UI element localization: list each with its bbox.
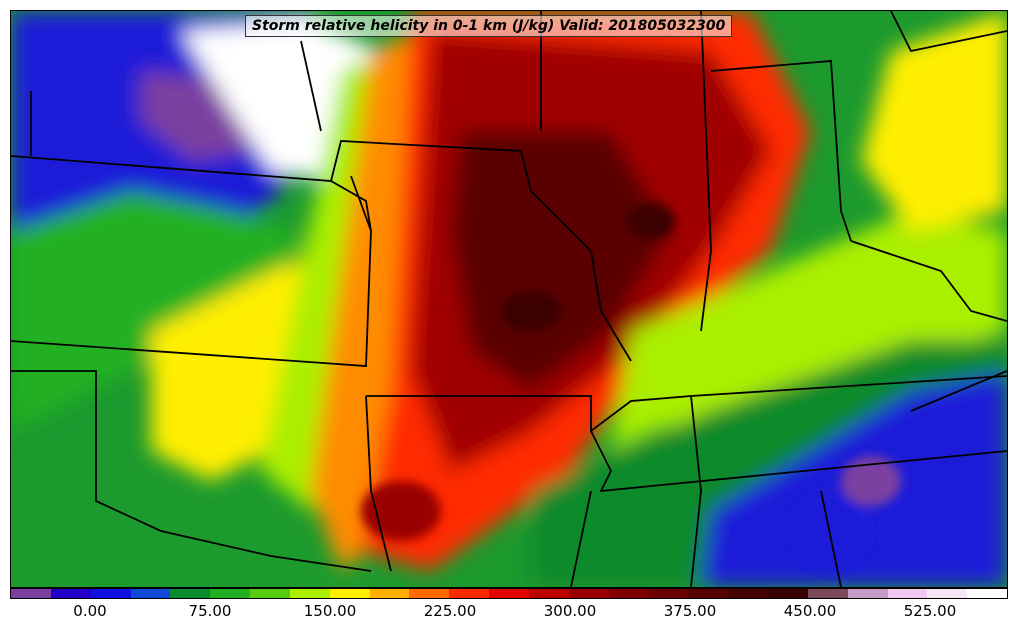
colorbar-segment — [369, 589, 410, 598]
colorbar-tick-label: 375.00 — [663, 602, 717, 620]
colorbar-segment — [807, 589, 848, 598]
colorbar-segment — [289, 589, 330, 598]
colorbar-segment — [688, 589, 729, 598]
colorbar-tick-label: 75.00 — [188, 602, 232, 620]
colorbar-segment — [608, 589, 649, 598]
colorbar-segment — [768, 589, 808, 598]
yellow-green-east — [611, 211, 1007, 451]
colorbar-tick-label: 225.00 — [423, 602, 477, 620]
colorbar-segment — [728, 589, 769, 598]
colorbar-segment — [887, 589, 928, 598]
colorbar-tick-label: 0.00 — [73, 602, 107, 620]
yellow-northeast — [861, 11, 1007, 231]
colorbar-segment — [967, 589, 1008, 598]
state-borders — [11, 11, 1007, 587]
map-panel — [10, 10, 1008, 588]
colorbar-segment — [489, 589, 529, 598]
colorbar-tick-label: 150.00 — [303, 602, 357, 620]
colorbar-tick-label: 525.00 — [903, 602, 957, 620]
colorbar-tick-label: 300.00 — [543, 602, 597, 620]
colorbar-segment — [648, 589, 689, 598]
colorbar-segment — [568, 589, 609, 598]
colorbar-segment — [90, 589, 131, 598]
helicity-map — [11, 11, 1007, 587]
colorbar-segment — [130, 589, 171, 598]
map-title: Storm relative helicity in 0-1 km (J/kg)… — [245, 15, 733, 37]
colorbar-segment — [409, 589, 450, 598]
colorbar-segment — [11, 589, 51, 598]
dark-cell-2 — [627, 203, 675, 239]
red-cell-south — [361, 481, 441, 541]
colorbar-segment — [927, 589, 968, 598]
colorbar-segment — [528, 589, 569, 598]
colorbar-segment — [210, 589, 251, 598]
maroon-core — [451, 131, 671, 391]
fine-detail — [361, 203, 901, 571]
purple-cell-southeast — [841, 456, 901, 506]
colorbar-tick-labels: 0.00 75.00 150.00 225.00 300.00 375.00 450.00 5… — [10, 602, 1008, 624]
blue-cell-southeast — [791, 491, 871, 571]
colorbar-segment — [50, 589, 91, 598]
dark-cell-1 — [501, 291, 561, 331]
colorbar-segment — [847, 589, 888, 598]
colorbar-segment — [170, 589, 211, 598]
colorbar-segment — [329, 589, 370, 598]
colorbar — [10, 588, 1008, 599]
colorbar-segment — [449, 589, 490, 598]
colorbar-tick-label: 450.00 — [783, 602, 837, 620]
colorbar-segment — [250, 589, 290, 598]
